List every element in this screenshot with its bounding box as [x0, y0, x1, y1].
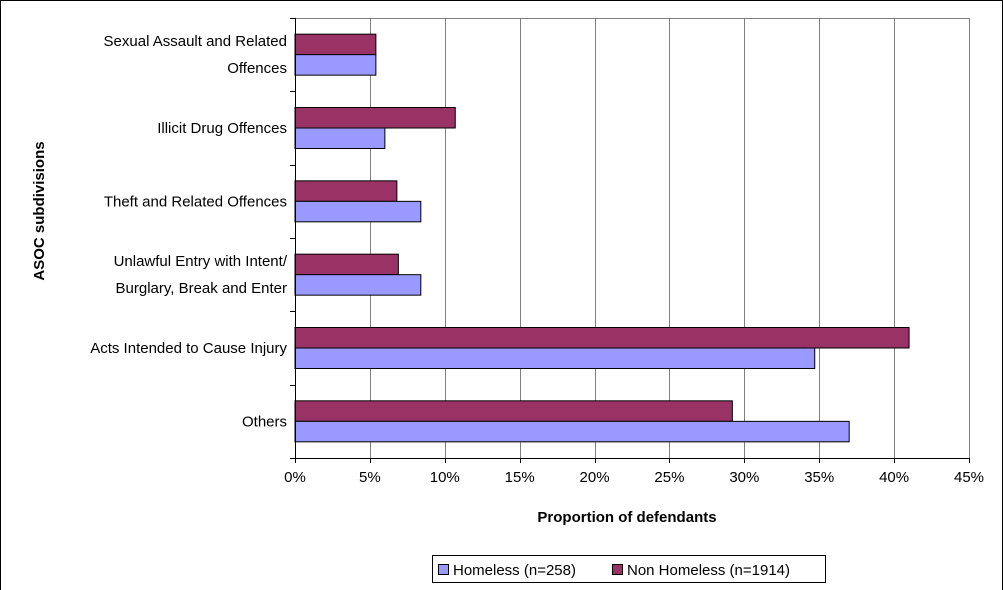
- category-label: Theft and Related Offences: [104, 193, 287, 210]
- legend-label: Homeless (n=258): [453, 562, 576, 579]
- category-label-line: Sexual Assault and Related: [104, 33, 287, 50]
- category-label-line: Burglary, Break and Enter: [116, 280, 287, 297]
- bar-non-homeless: [294, 33, 377, 56]
- x-tick-label: 15%: [505, 469, 535, 486]
- x-tick-label: 10%: [430, 469, 460, 486]
- bar-non-homeless: [294, 327, 910, 349]
- legend-label: Non Homeless (n=1914): [627, 562, 790, 579]
- y-axis-title: ASOC subdivisions: [31, 141, 48, 280]
- category-label: Others: [242, 413, 287, 430]
- bar-homeless: [294, 54, 377, 76]
- bar-non-homeless: [294, 180, 398, 202]
- legend-swatch: [612, 564, 623, 575]
- x-tick-label: 40%: [879, 469, 909, 486]
- category-label-line: Others: [242, 413, 287, 430]
- x-tick-label: 25%: [654, 469, 684, 486]
- category-label-line: Illicit Drug Offences: [157, 120, 287, 137]
- category-label-line: Offences: [227, 60, 287, 77]
- bar-homeless: [294, 274, 422, 296]
- category-label: Acts Intended to Cause Injury: [90, 340, 287, 357]
- x-tick-label: 35%: [804, 469, 834, 486]
- legend-box: [432, 555, 826, 583]
- x-axis-title: Proportion of defendants: [537, 509, 716, 526]
- bar-homeless: [294, 127, 386, 149]
- category-label-line: Theft and Related Offences: [104, 193, 287, 210]
- category-label: Illicit Drug Offences: [157, 120, 287, 137]
- bar-homeless: [294, 200, 422, 223]
- bar-homeless: [294, 347, 816, 369]
- x-tick-label: 30%: [729, 469, 759, 486]
- bar-homeless: [294, 420, 850, 443]
- category-label: Sexual Assault and Related Offences: [104, 33, 287, 77]
- legend-swatch: [438, 564, 449, 575]
- x-tick-label: 20%: [580, 469, 610, 486]
- category-label-line: Acts Intended to Cause Injury: [90, 340, 287, 357]
- bar-non-homeless: [294, 400, 733, 422]
- x-tick-label: 5%: [359, 469, 381, 486]
- category-label-line: Unlawful Entry with Intent/: [114, 253, 288, 270]
- bar-non-homeless: [294, 107, 456, 129]
- bar-non-homeless: [294, 253, 399, 276]
- x-tick-label: 45%: [954, 469, 984, 486]
- category-label: Unlawful Entry with Intent/Burglary, Bre…: [114, 253, 288, 297]
- x-tick-label: 0%: [284, 469, 306, 486]
